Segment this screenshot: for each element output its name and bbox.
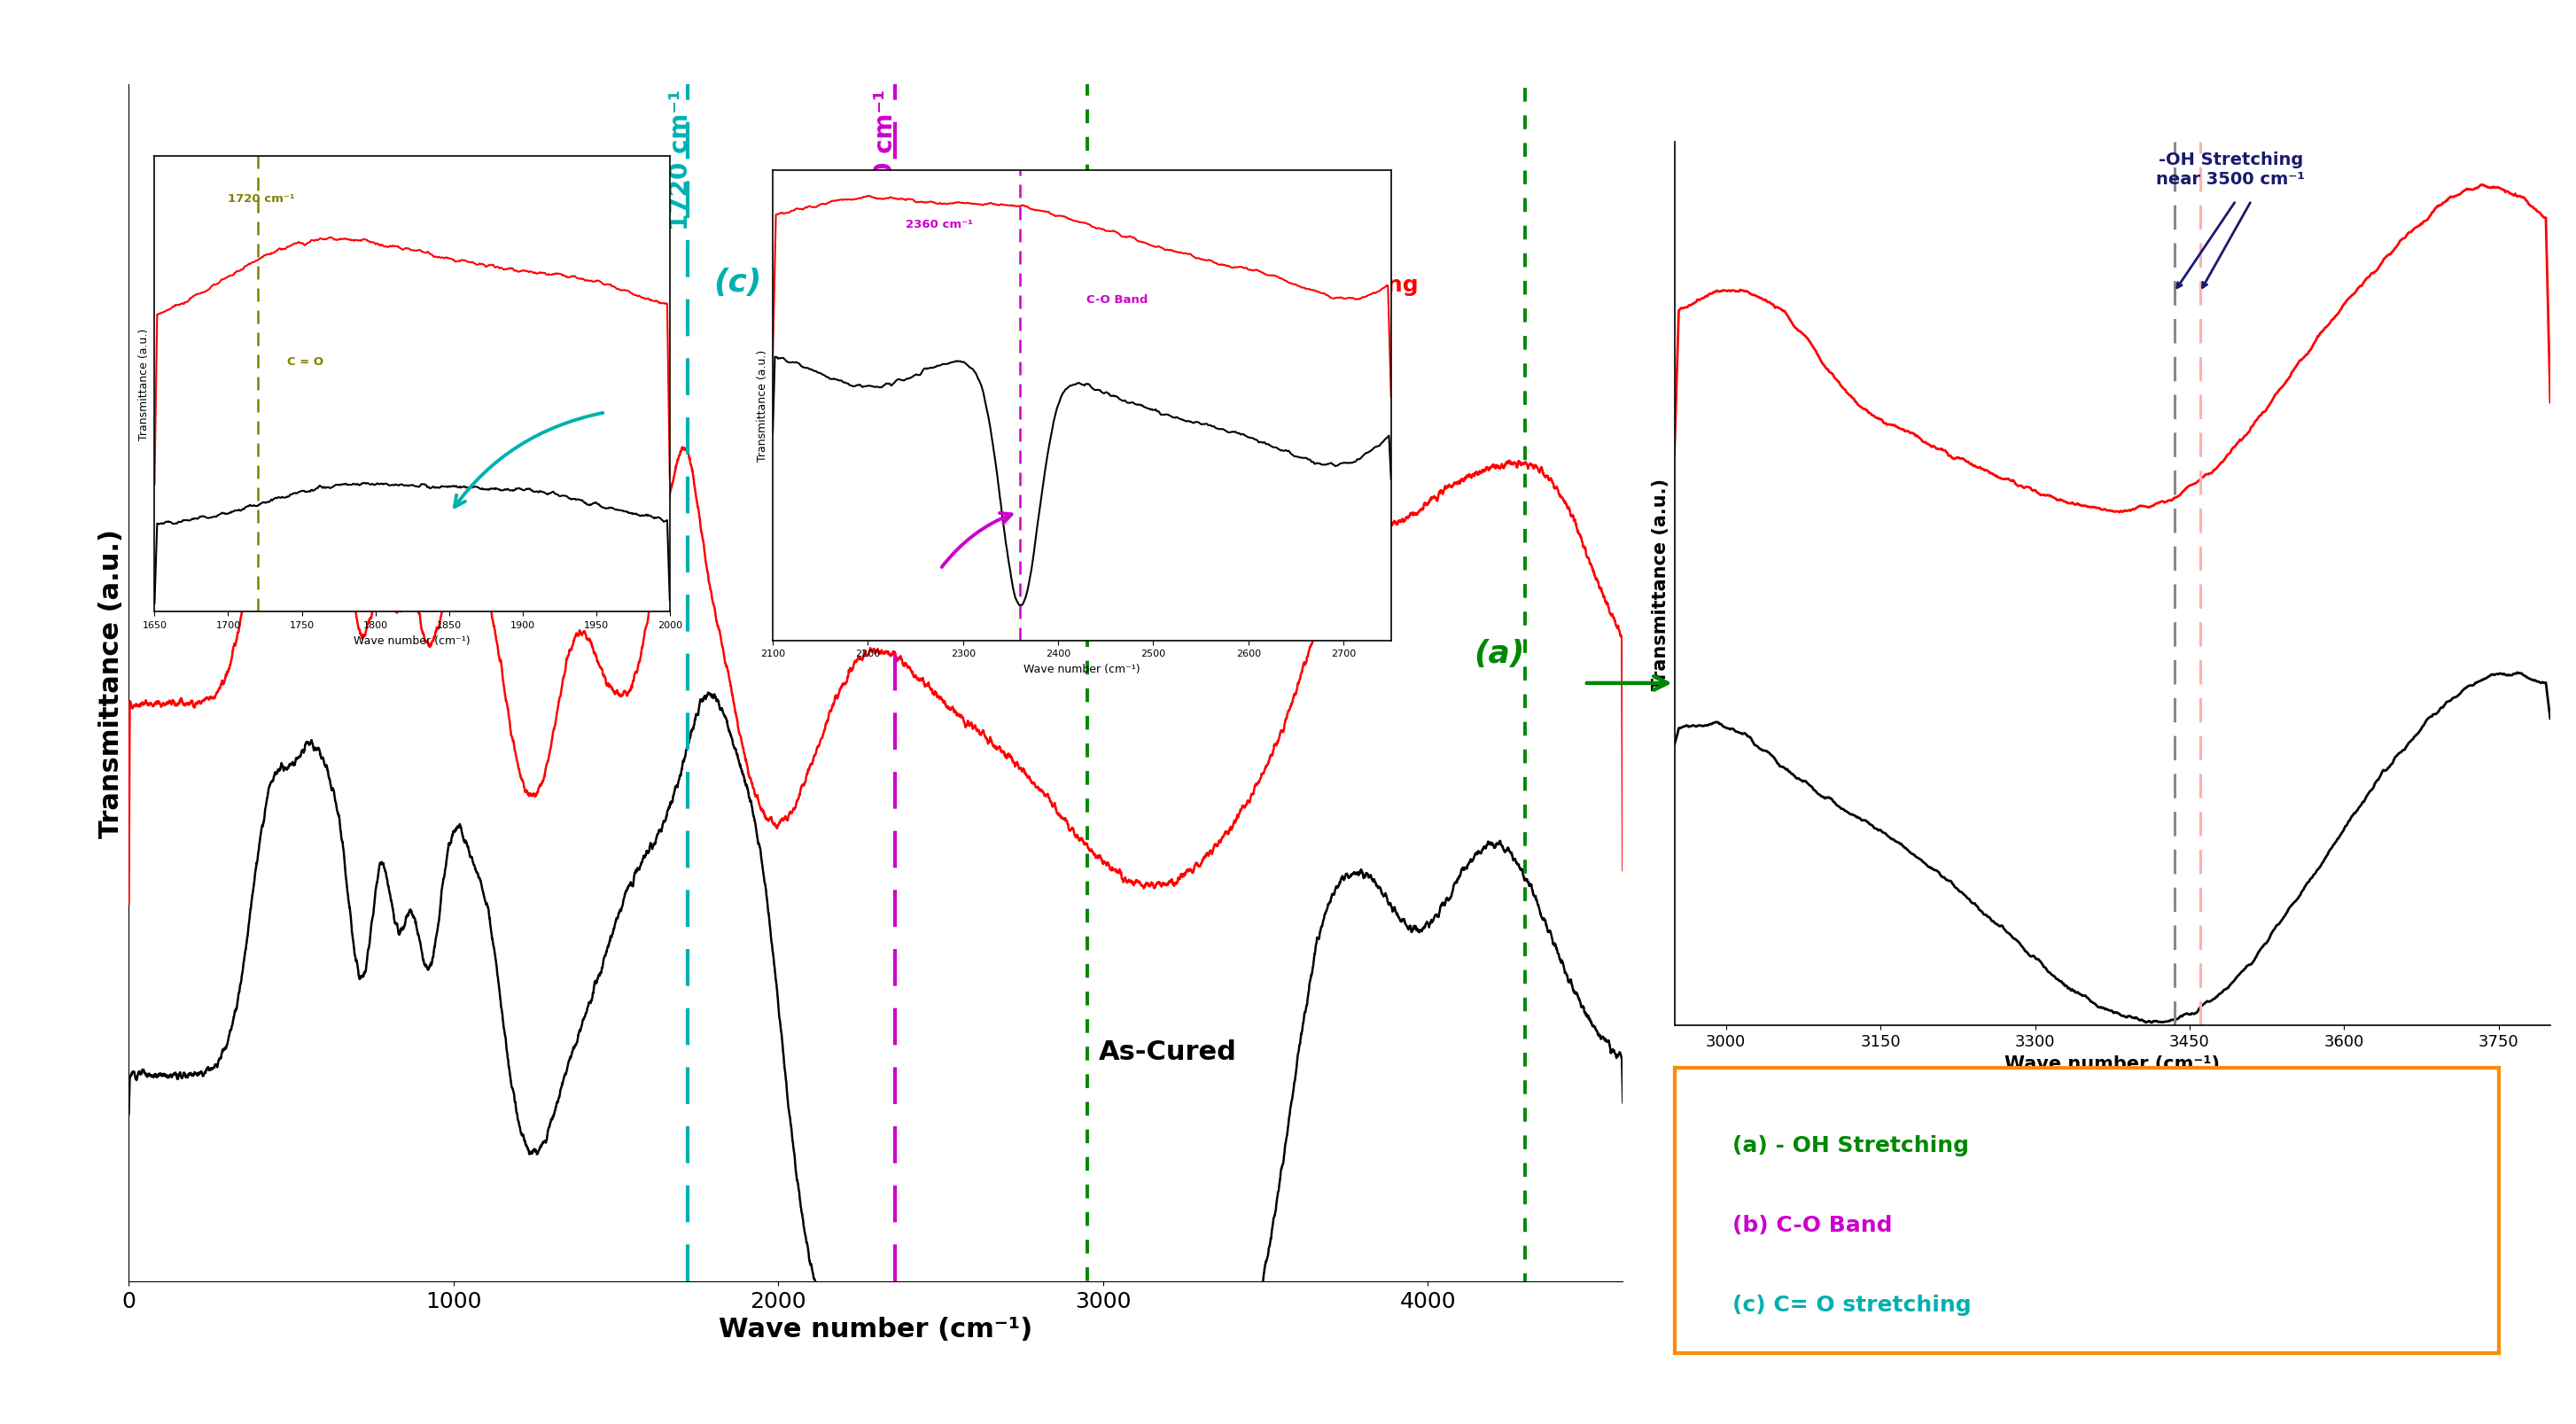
X-axis label: Wave number (cm⁻¹): Wave number (cm⁻¹) (2004, 1055, 2221, 1072)
Text: 120 days
Outdoors ageing: 120 days Outdoors ageing (1211, 251, 1419, 296)
Y-axis label: Transmittance (a.u.): Transmittance (a.u.) (139, 329, 149, 440)
Y-axis label: Transmittance (a.u.): Transmittance (a.u.) (98, 528, 124, 839)
Text: As-Cured: As-Cured (1100, 1038, 1236, 1064)
Text: -OH Stretching
near 3500 cm⁻¹: -OH Stretching near 3500 cm⁻¹ (2156, 152, 2306, 188)
Text: (b): (b) (930, 392, 984, 422)
Text: (a): (a) (1473, 638, 1525, 668)
Text: (a) - OH Stretching: (a) - OH Stretching (1731, 1135, 1968, 1155)
Text: 1720 cm⁻¹: 1720 cm⁻¹ (670, 90, 693, 231)
Y-axis label: Transmittance (a.u.): Transmittance (a.u.) (1651, 478, 1669, 689)
Text: 2360 cm⁻¹: 2360 cm⁻¹ (873, 90, 899, 231)
Text: C = O: C = O (286, 356, 325, 367)
Text: 1720 cm⁻¹: 1720 cm⁻¹ (229, 194, 296, 205)
X-axis label: Wave number (cm⁻¹): Wave number (cm⁻¹) (1023, 664, 1141, 675)
Bar (1087, 0, 1525, 1424)
Text: (c) C= O stretching: (c) C= O stretching (1731, 1294, 1971, 1314)
Text: C-O Band: C-O Band (1087, 293, 1149, 305)
Text: (b) C-O Band: (b) C-O Band (1731, 1215, 1891, 1235)
Y-axis label: Transmittance (a.u.): Transmittance (a.u.) (757, 350, 768, 461)
X-axis label: Wave number (cm⁻¹): Wave number (cm⁻¹) (353, 635, 471, 646)
X-axis label: Wave number (cm⁻¹): Wave number (cm⁻¹) (719, 1316, 1033, 1341)
Text: (c): (c) (714, 268, 762, 298)
Text: 2360 cm⁻¹: 2360 cm⁻¹ (907, 218, 974, 229)
